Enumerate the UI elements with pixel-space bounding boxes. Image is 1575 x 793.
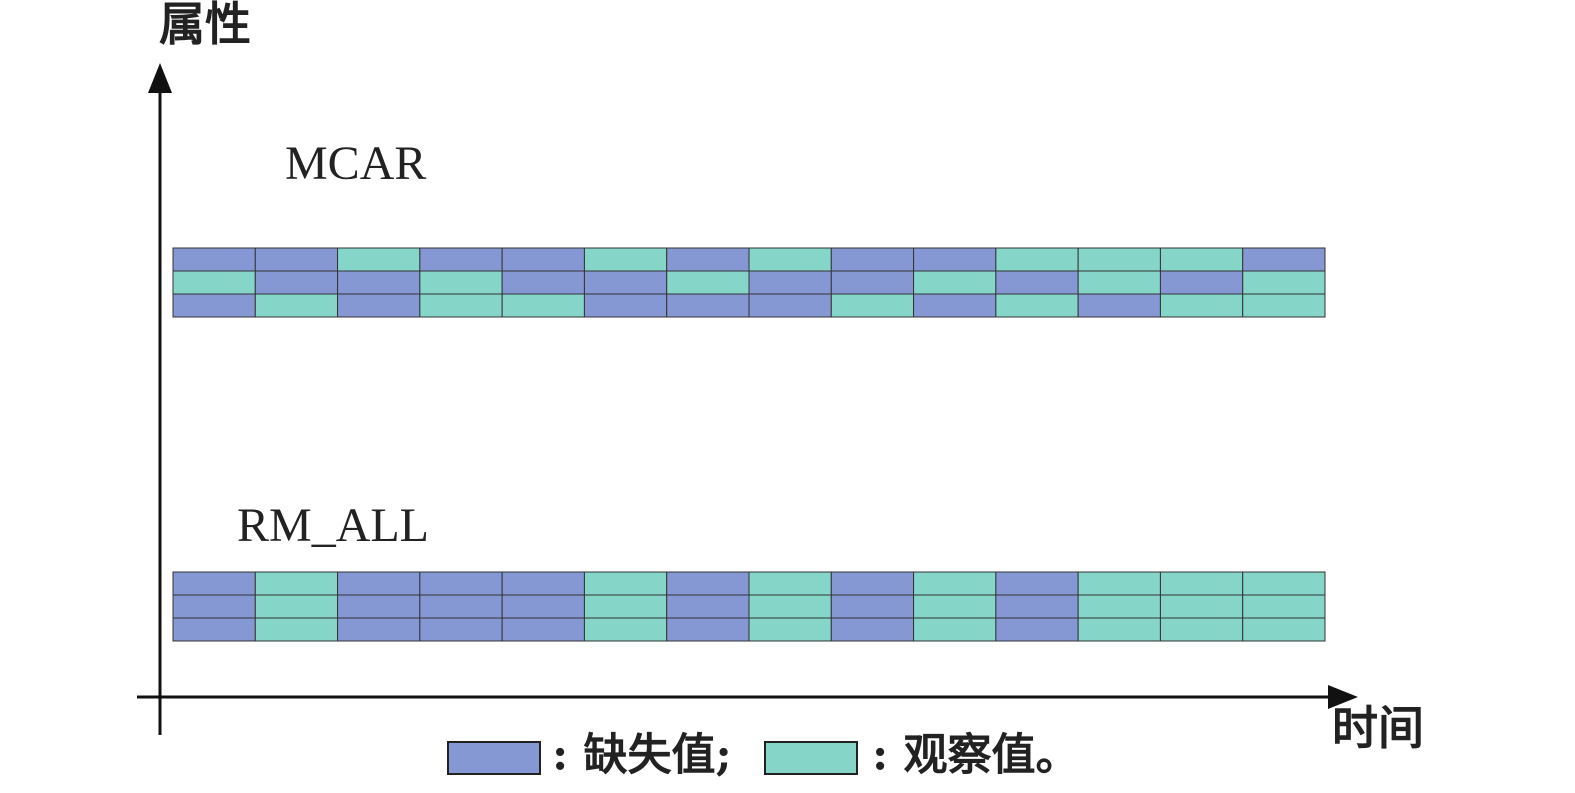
- cell: [748, 247, 832, 272]
- cell: [1159, 247, 1244, 272]
- cell: [501, 571, 585, 596]
- cell: [913, 293, 997, 318]
- cell: [172, 293, 256, 318]
- cell: [1077, 617, 1161, 642]
- cell: [337, 594, 421, 619]
- cell: [1242, 571, 1326, 596]
- cell: [1159, 594, 1244, 619]
- x-arrow: [1328, 685, 1358, 709]
- cell: [254, 247, 339, 272]
- cell: [501, 293, 585, 318]
- cell: [1077, 594, 1161, 619]
- cell: [419, 270, 503, 295]
- cell: [666, 247, 750, 272]
- cell: [1242, 594, 1326, 619]
- cell: [419, 571, 503, 596]
- cell: [419, 293, 503, 318]
- cell: [337, 571, 421, 596]
- cell: [419, 617, 503, 642]
- cell: [830, 617, 915, 642]
- cell: [583, 247, 668, 272]
- cell: [748, 571, 832, 596]
- cell: [913, 617, 997, 642]
- cell: [913, 247, 997, 272]
- cell: [583, 571, 668, 596]
- cell: [254, 270, 339, 295]
- cell: [172, 571, 256, 596]
- cell: [1159, 617, 1244, 642]
- cell: [172, 594, 256, 619]
- cell: [995, 293, 1079, 318]
- cell: [995, 617, 1079, 642]
- legend-swatch: [447, 741, 541, 775]
- cell: [583, 594, 668, 619]
- cell: [748, 617, 832, 642]
- cell: [501, 617, 585, 642]
- cell: [254, 594, 339, 619]
- cell: [1159, 293, 1244, 318]
- cell: [501, 247, 585, 272]
- cell: [254, 571, 339, 596]
- cell: [583, 617, 668, 642]
- legend-label: : 观察值。: [872, 730, 1080, 781]
- legend-label: : 缺失值;: [552, 730, 732, 781]
- cell: [583, 270, 668, 295]
- axes: 属性 时间: [137, 0, 1424, 755]
- cell: [337, 247, 421, 272]
- cell: [666, 617, 750, 642]
- cell: [913, 594, 997, 619]
- cell: [501, 594, 585, 619]
- cell: [1242, 270, 1326, 295]
- cell: [995, 571, 1079, 596]
- cell: [830, 594, 915, 619]
- cell: [1159, 571, 1244, 596]
- cell: [172, 617, 256, 642]
- cell: [995, 594, 1079, 619]
- cell: [337, 617, 421, 642]
- legend-swatch: [764, 741, 858, 775]
- cell: [666, 270, 750, 295]
- cell: [995, 247, 1079, 272]
- y-axis-label: 属性: [159, 0, 251, 51]
- cell: [830, 293, 915, 318]
- cell: [748, 293, 832, 318]
- cell: [1077, 270, 1161, 295]
- cell: [172, 270, 256, 295]
- cell: [1242, 617, 1326, 642]
- cell: [254, 617, 339, 642]
- cell: [1077, 247, 1161, 272]
- cell: [419, 594, 503, 619]
- cell: [254, 293, 339, 318]
- cell: [913, 571, 997, 596]
- cell: [1242, 247, 1326, 272]
- cell: [419, 247, 503, 272]
- cell: [501, 270, 585, 295]
- y-arrow: [148, 63, 172, 93]
- cell: [666, 293, 750, 318]
- cell: [1159, 270, 1244, 295]
- cell: [995, 270, 1079, 295]
- cell: [830, 270, 915, 295]
- cell: [913, 270, 997, 295]
- panel-label: RM_ALL: [237, 499, 429, 552]
- cell: [337, 293, 421, 318]
- cell: [666, 594, 750, 619]
- panel-label: MCAR: [285, 137, 426, 190]
- cell: [748, 270, 832, 295]
- x-axis-label: 时间: [1332, 701, 1424, 755]
- cell: [1242, 293, 1326, 318]
- cell: [830, 247, 915, 272]
- cell: [666, 571, 750, 596]
- cell: [337, 270, 421, 295]
- cell: [830, 571, 915, 596]
- cell: [583, 293, 668, 318]
- cell: [1077, 571, 1161, 596]
- cell: [748, 594, 832, 619]
- cell: [1077, 293, 1161, 318]
- cell: [172, 247, 256, 272]
